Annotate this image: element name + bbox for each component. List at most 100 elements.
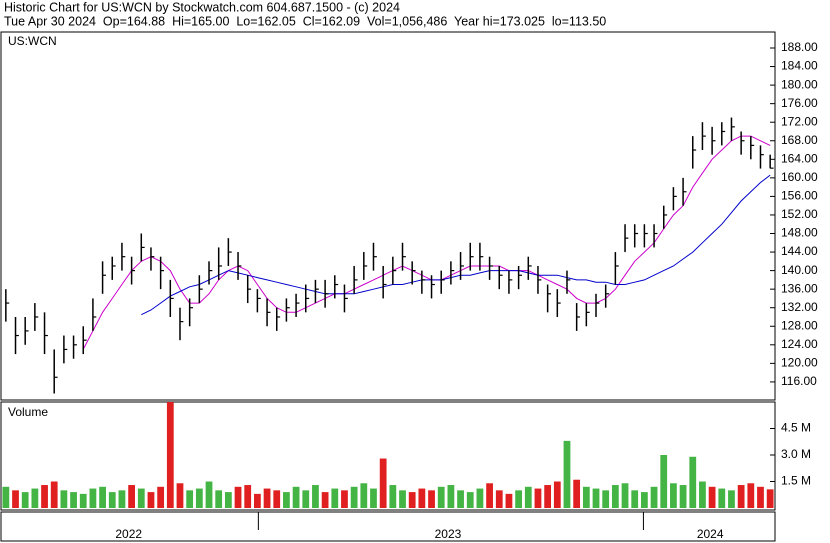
volume-bar bbox=[99, 486, 106, 508]
volume-bar bbox=[254, 493, 261, 508]
volume-bar bbox=[553, 481, 561, 508]
y-tick-label: 116.00 bbox=[781, 374, 817, 388]
volume-bar bbox=[176, 483, 184, 508]
volume-bar bbox=[408, 492, 416, 508]
volume-bar bbox=[292, 486, 300, 508]
date-strip bbox=[0, 511, 776, 542]
quote-line: Tue Apr 30 2024 Op=164.88 Hi=165.00 Lo=1… bbox=[4, 14, 606, 28]
volume-bar bbox=[273, 490, 281, 508]
volume-bar bbox=[31, 488, 39, 508]
volume-bar bbox=[234, 486, 242, 508]
moving-average bbox=[82, 135, 771, 350]
volume-bar bbox=[224, 492, 232, 508]
volume-bar bbox=[89, 488, 97, 508]
volume-bar bbox=[2, 486, 10, 508]
volume-bar bbox=[60, 490, 68, 508]
symbol-label: US:WCN bbox=[8, 34, 57, 48]
volume-bar bbox=[108, 492, 116, 508]
volume-bar bbox=[708, 486, 716, 508]
volume-bar bbox=[602, 490, 610, 508]
volume-bar bbox=[312, 485, 319, 508]
y-tick-label: 3.0 M bbox=[781, 447, 811, 461]
volume-bar bbox=[341, 490, 348, 508]
price-panel bbox=[0, 31, 776, 401]
volume-bar bbox=[302, 490, 310, 508]
volume-bar bbox=[389, 485, 397, 508]
y-tick-label: 132.00 bbox=[781, 300, 818, 314]
volume-bar bbox=[215, 490, 223, 508]
y-tick-label: 168.00 bbox=[781, 133, 818, 147]
volume-bar bbox=[205, 481, 213, 508]
volume-bar bbox=[283, 492, 290, 508]
volume-bar bbox=[186, 490, 194, 508]
y-tick-label: 128.00 bbox=[781, 318, 818, 332]
volume-bar bbox=[747, 483, 755, 508]
volume-bar bbox=[370, 488, 377, 508]
volume-bar bbox=[699, 481, 706, 508]
volume-bar bbox=[379, 458, 387, 508]
y-tick-label: 184.00 bbox=[781, 59, 818, 73]
volume-bar bbox=[466, 492, 474, 508]
volume-bar bbox=[660, 455, 668, 508]
volume-bar bbox=[621, 483, 629, 508]
volume-bar bbox=[41, 485, 48, 508]
volume-bar bbox=[70, 492, 77, 508]
x-tick-label: 2023 bbox=[435, 527, 462, 541]
y-tick-label: 1.5 M bbox=[781, 474, 811, 488]
moving-average bbox=[141, 174, 771, 316]
volume-bar bbox=[447, 485, 455, 508]
y-tick-label: 164.00 bbox=[781, 151, 818, 165]
volume-bar bbox=[631, 490, 639, 508]
volume-bar bbox=[505, 493, 513, 508]
volume-bar bbox=[147, 492, 155, 508]
volume-bar bbox=[79, 493, 87, 508]
volume-bar bbox=[166, 402, 174, 508]
volume-label: Volume bbox=[8, 405, 48, 419]
volume-bar bbox=[157, 486, 165, 508]
volume-bar bbox=[757, 486, 764, 508]
volume-bar bbox=[137, 488, 145, 508]
y-tick-label: 172.00 bbox=[781, 114, 818, 128]
volume-bar bbox=[350, 486, 358, 508]
volume-bar bbox=[728, 490, 735, 508]
volume-bar bbox=[534, 488, 542, 508]
volume-bar bbox=[428, 490, 435, 508]
y-tick-label: 148.00 bbox=[781, 226, 818, 240]
x-tick-label: 2024 bbox=[697, 527, 724, 541]
y-tick-label: 156.00 bbox=[781, 189, 818, 203]
volume-bar bbox=[766, 489, 774, 508]
volume-bar bbox=[263, 488, 271, 508]
y-tick-label: 188.00 bbox=[781, 40, 818, 54]
y-tick-label: 176.00 bbox=[781, 96, 818, 110]
volume-bar bbox=[495, 490, 503, 508]
volume-bar bbox=[118, 490, 126, 508]
volume-panel bbox=[0, 401, 776, 511]
volume-bar bbox=[50, 481, 58, 508]
volume-bar bbox=[418, 488, 426, 508]
y-tick-label: 120.00 bbox=[781, 356, 818, 370]
volume-bar bbox=[650, 486, 658, 508]
volume-bar bbox=[360, 483, 368, 508]
volume-bar bbox=[582, 486, 590, 508]
y-tick-label: 152.00 bbox=[781, 207, 818, 221]
volume-bar bbox=[486, 483, 493, 508]
volume-bar bbox=[331, 488, 339, 508]
volume-bar bbox=[195, 488, 203, 508]
volume-bar bbox=[689, 456, 697, 508]
volume-bar bbox=[524, 486, 532, 508]
volume-bar bbox=[737, 485, 745, 508]
volume-bar bbox=[321, 492, 329, 508]
y-tick-label: 140.00 bbox=[781, 263, 818, 277]
y-tick-label: 160.00 bbox=[781, 170, 818, 184]
volume-bar bbox=[573, 479, 581, 508]
volume-bar bbox=[437, 486, 445, 508]
volume-bar bbox=[12, 490, 19, 508]
volume-bar bbox=[21, 492, 29, 508]
volume-bar bbox=[611, 485, 619, 508]
volume-bar bbox=[399, 490, 406, 508]
volume-bar bbox=[679, 485, 687, 508]
x-tick-label: 2022 bbox=[115, 527, 142, 541]
volume-bar bbox=[670, 483, 677, 508]
chart-title: Historic Chart for US:WCN by Stockwatch.… bbox=[4, 0, 400, 14]
